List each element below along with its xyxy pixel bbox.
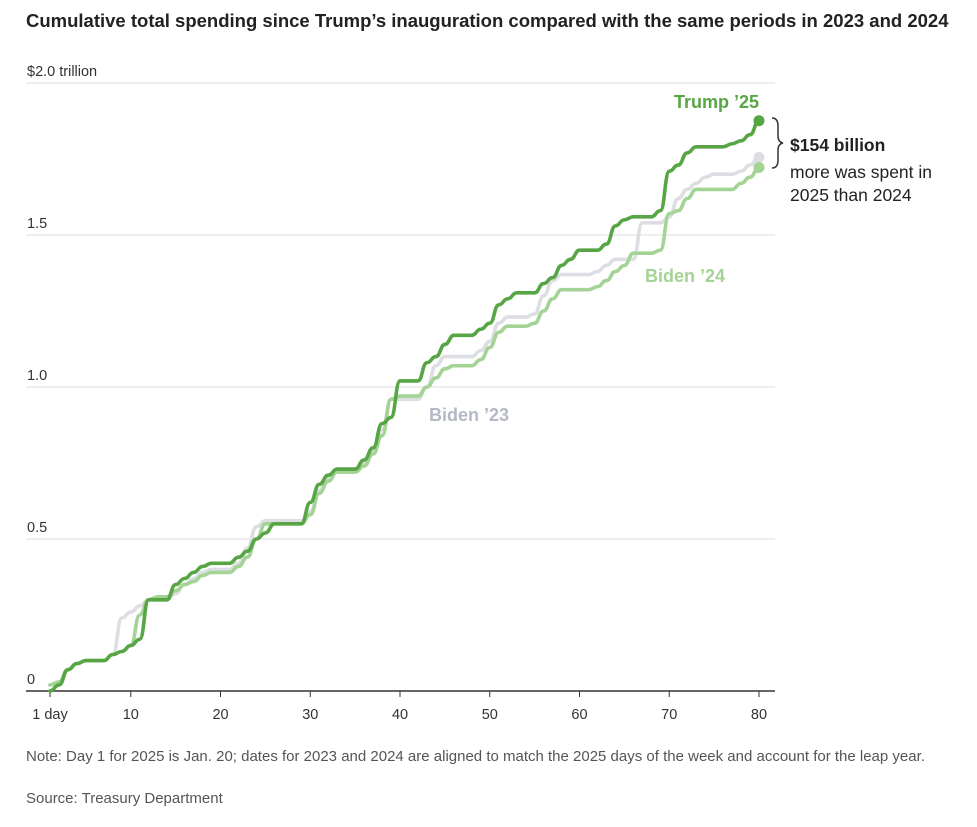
label-trump-25: Trump ’25 [674, 92, 759, 112]
x-tick-label: 20 [212, 707, 228, 723]
series-lines [48, 115, 765, 693]
y-tick-label: 0 [27, 672, 35, 688]
y-tick-label: $2.0 trillion [27, 64, 97, 80]
y-tick-labels: 0 0.5 1.0 1.5 $2.0 trillion [27, 64, 97, 688]
x-axis: 1 day 10 20 30 40 50 60 70 80 [26, 690, 775, 723]
difference-value: $154 billion [790, 135, 885, 155]
end-point-trump-25 [753, 115, 765, 127]
x-tick-label: 1 day [32, 707, 68, 723]
label-biden-24: Biden ’24 [645, 266, 725, 286]
chart-source: Source: Treasury Department [26, 790, 223, 807]
y-tick-label: 1.0 [27, 368, 47, 384]
end-point-biden-23 [753, 151, 765, 163]
series-line-trump-25 [48, 118, 761, 693]
x-tick-label: 50 [482, 707, 498, 723]
difference-text-line1: more was spent in [790, 162, 932, 182]
difference-text-line2: 2025 than 2024 [790, 185, 912, 205]
gridlines [26, 82, 775, 540]
label-biden-23: Biden ’23 [429, 405, 509, 425]
line-chart: 0 0.5 1.0 1.5 $2.0 trillion 1 day 10 20 30 40 50 6… [26, 64, 932, 723]
x-tick-label: 70 [661, 707, 677, 723]
series-line-biden-23 [48, 155, 761, 687]
end-point-biden-24 [753, 162, 765, 174]
y-tick-label: 0.5 [27, 520, 47, 536]
x-tick-label: 60 [571, 707, 587, 723]
x-tick-label: 80 [751, 707, 767, 723]
chart-note: Note: Day 1 for 2025 is Jan. 20; dates f… [26, 748, 925, 765]
x-tick-label: 10 [123, 707, 139, 723]
x-tick-label: 40 [392, 707, 408, 723]
difference-bracket [771, 117, 784, 169]
annotations: Trump ’25 Biden ’24 Biden ’23 $154 billi… [429, 92, 932, 425]
x-tick-label: 30 [302, 707, 318, 723]
series-line-biden-24 [48, 165, 761, 687]
y-tick-label: 1.5 [27, 216, 47, 232]
chart-title: Cumulative total spending since Trump’s … [26, 10, 949, 31]
